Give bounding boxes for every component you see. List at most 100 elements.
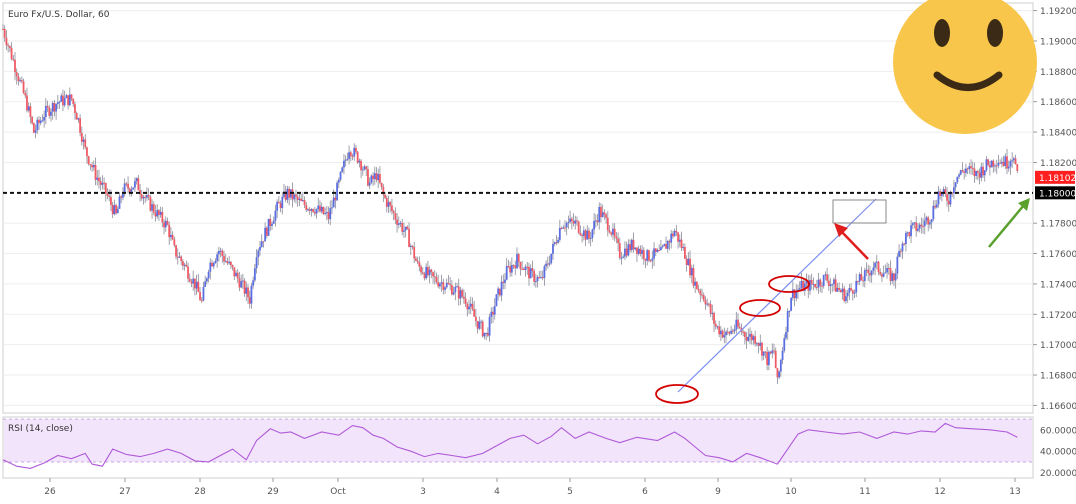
candle-body bbox=[577, 221, 580, 233]
y-tick-label: 1.17400 bbox=[1040, 280, 1076, 290]
candle-body bbox=[817, 279, 820, 288]
candle-body bbox=[622, 256, 625, 258]
y-tick-label: 1.18200 bbox=[1040, 159, 1076, 169]
candle-body bbox=[351, 156, 354, 158]
candle-body bbox=[841, 288, 844, 293]
candle-body bbox=[682, 247, 685, 249]
candle-body bbox=[272, 220, 275, 224]
candle-body bbox=[634, 247, 637, 250]
y-tick-label: 1.17200 bbox=[1040, 311, 1076, 321]
candle-body bbox=[678, 239, 681, 242]
candle-body bbox=[113, 205, 116, 215]
candle-body bbox=[812, 283, 815, 285]
candle-body bbox=[195, 281, 198, 289]
candle-body bbox=[368, 182, 371, 186]
candle-body bbox=[445, 282, 448, 288]
candle-body bbox=[91, 165, 93, 168]
candle-body bbox=[277, 201, 280, 204]
candle-body bbox=[764, 351, 767, 353]
x-tick-label: 26 bbox=[44, 487, 56, 497]
candle-body bbox=[173, 239, 176, 246]
candle-body bbox=[946, 193, 948, 201]
candle-body bbox=[420, 266, 422, 273]
candle-body bbox=[982, 166, 984, 176]
candle-body bbox=[164, 220, 167, 228]
red-arrow-head bbox=[834, 223, 848, 237]
candle-body bbox=[821, 285, 823, 287]
candle-body bbox=[337, 179, 340, 183]
candle-body bbox=[10, 47, 13, 60]
candle-body bbox=[360, 160, 362, 171]
last-price-badge bbox=[1035, 170, 1075, 184]
candle-body bbox=[522, 268, 525, 271]
candle-body bbox=[632, 239, 635, 250]
candle-body bbox=[510, 265, 513, 273]
candle-body bbox=[67, 95, 70, 106]
candle-body bbox=[903, 243, 906, 245]
candle-body bbox=[34, 130, 37, 133]
candle-body bbox=[546, 263, 549, 265]
candle-body bbox=[689, 258, 691, 276]
candle-body bbox=[108, 195, 111, 197]
candle-body bbox=[845, 296, 847, 301]
candle-body bbox=[324, 212, 327, 214]
candle-body bbox=[627, 244, 630, 256]
candle-body bbox=[793, 289, 796, 299]
candle-body bbox=[851, 290, 854, 294]
candle-body bbox=[486, 332, 489, 336]
candle-body bbox=[889, 268, 892, 281]
candle-body bbox=[170, 234, 172, 238]
candle-body bbox=[156, 210, 159, 217]
candle-body bbox=[906, 232, 909, 234]
candle-body bbox=[941, 192, 943, 196]
candle-body bbox=[831, 284, 834, 286]
candle-body bbox=[281, 196, 284, 208]
candle-body bbox=[245, 287, 248, 294]
candle-body bbox=[558, 227, 561, 240]
candle-body bbox=[881, 274, 883, 277]
candle-body bbox=[521, 268, 524, 270]
candle-body bbox=[533, 270, 536, 282]
candle-body bbox=[384, 194, 386, 198]
candle-body bbox=[166, 220, 169, 225]
candle-body bbox=[449, 283, 452, 286]
candle-body bbox=[538, 277, 541, 279]
candle-body bbox=[680, 239, 683, 248]
candle-body bbox=[319, 205, 321, 212]
candle-body bbox=[910, 225, 912, 237]
candle-body bbox=[555, 242, 558, 244]
candle-body bbox=[529, 268, 532, 279]
candle-body bbox=[192, 278, 195, 284]
x-tick-label: 27 bbox=[119, 487, 130, 497]
candle-body bbox=[500, 281, 503, 296]
candle-body bbox=[672, 233, 674, 237]
candle-body bbox=[200, 300, 203, 302]
candle-body bbox=[846, 292, 849, 297]
candle-body bbox=[428, 269, 431, 276]
candle-body bbox=[425, 267, 428, 279]
candle-body bbox=[983, 170, 986, 176]
candle-body bbox=[110, 196, 112, 205]
candle-body bbox=[204, 281, 207, 287]
candle-body bbox=[269, 218, 272, 226]
smiley-eye-right bbox=[987, 19, 1003, 47]
y-tick-label: 1.17800 bbox=[1040, 220, 1076, 230]
candle-body bbox=[630, 239, 633, 251]
candle-body bbox=[918, 224, 921, 229]
candle-body bbox=[411, 245, 414, 248]
candle-body bbox=[1006, 156, 1008, 169]
candle-body bbox=[757, 343, 760, 346]
candle-body bbox=[171, 234, 174, 240]
candle-body bbox=[490, 311, 493, 317]
candle-body bbox=[745, 337, 748, 341]
candle-body bbox=[519, 262, 522, 269]
candle-body bbox=[925, 217, 928, 221]
candle-body bbox=[779, 359, 782, 372]
candle-body bbox=[548, 263, 551, 265]
candle-body bbox=[834, 279, 837, 292]
candle-body bbox=[274, 210, 277, 221]
candle-body bbox=[253, 268, 256, 281]
candle-body bbox=[552, 244, 554, 254]
